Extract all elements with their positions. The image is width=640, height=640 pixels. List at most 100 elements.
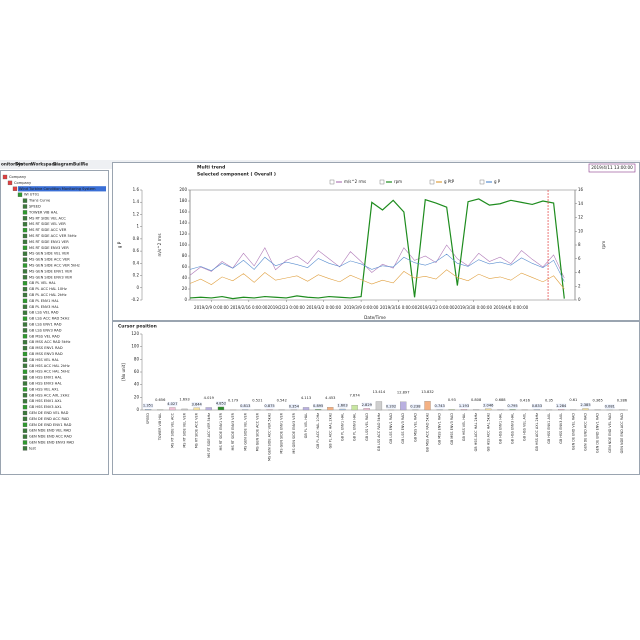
legend-label: m/s^2 rms [344,179,366,184]
bar-category-label: MS GEN SIDE ACC VER 5kHz [268,413,272,461]
bar-category-label: GB HSS ENV1 AXL [547,413,551,444]
trend-line [189,198,565,300]
tree-item: GB HSS VEL AXL [29,387,59,391]
bar-category-label: GB HSS VEL HAL [462,413,466,441]
legend-checkbox[interactable] [329,179,335,185]
bar [327,407,334,411]
bar-category-label: MS RT SIDE VEL ACC [170,412,174,447]
tree-item: MS RT SIDE VEL VER [29,222,66,226]
bar [363,408,370,411]
x-tick-label: 2019/3/2 0:00:00 [306,305,341,310]
y-tick-label: 20 [182,286,188,291]
bar [400,401,407,411]
y2-tick-label: 8 [578,242,581,247]
tree-icon [22,239,28,245]
bar-value-label: 0.656 [155,398,166,402]
bar [339,408,346,411]
legend-checkbox[interactable] [429,179,435,185]
bar [242,409,249,411]
y-tick-label: 40 [182,275,188,280]
bar [533,409,541,411]
x-tick-label: 2019/3/23 0:00:00 [417,305,455,310]
tree-item: Wind Turbine Condition Monitoring System [19,187,96,191]
bar-value-label: 0.202 [386,404,396,408]
tree-item: GB HSS ACC AXL 2kHz [29,393,69,397]
bar-value-label: 0.875 [264,404,274,408]
value-bg [544,398,555,403]
bar-category-label: GEN NDE END ACC RAD [620,413,624,454]
bar-category-label: GB LSS VEL RAD [365,413,369,441]
bar-category-label: GB PL VEL HAL [304,413,308,438]
bar-category-label: GB HSS ENV3 HAL [511,413,515,444]
value-bg [276,398,287,403]
tree-item: MS RT SIDE ACC VER 5kHz [29,234,77,238]
bar-value-label: 0.688 [495,398,506,402]
bar-category-label: GB PL ACC HAL 10Hz [316,413,320,449]
menu-item: BuilRe [73,162,88,167]
value-bg [167,401,178,407]
value-bg [568,398,579,403]
y2-tick-label: 0 [578,297,581,302]
bar-category-label: GB LSS ACC RAD 5kHz [377,413,381,451]
value-bg [434,404,445,409]
bar-category-label: GB MSS ENV1 RAD [438,413,442,445]
tree-icon [22,310,28,315]
bar-y-tick-label: 60 [134,369,140,374]
legend-label: rpm [394,179,402,184]
bar-category-label: GB MSS ACC RAD 5kHz [426,413,430,452]
tree-item: WI UT01 [24,193,39,197]
tree-item: GB HSS ENV1 AXL [29,399,62,403]
tree-icon [22,375,28,380]
value-bg [349,393,360,398]
y3-tick-label: 0.4 [133,260,140,265]
tree-panel [0,170,109,475]
tree-item: Company [9,175,27,179]
bar [193,407,200,411]
tree-icon [17,192,23,197]
value-bg [191,402,202,407]
bar [509,409,516,411]
trend-line [189,269,565,290]
bar-y-tick-label: 0 [136,407,139,412]
legend-checkbox[interactable] [379,179,385,185]
tree-item: MS RT SIDE ENV3 VER [29,246,69,250]
bar-value-label: 0.365 [592,398,602,402]
bar [217,406,225,411]
bar-category-label: GB PL ACC HAL 2kHz [328,413,332,449]
value-bg [422,389,433,394]
bar-category-label: GB HSS VEL AXL [523,413,527,441]
trend-subtitle: Selected component ( Overall ) [197,172,276,178]
cursor-title: Cursor position [118,324,157,330]
value-bg [155,398,166,403]
tree-item: GB PL VEL HAL [29,281,56,285]
tree-icon [7,180,13,186]
bar-value-label: 2.046 [483,403,494,407]
bar-category-label: MS GEN SIDE VEL VER [243,412,247,450]
bar-category-label: MS RT SIDE VEL VER [183,412,187,447]
y-tick-label: 100 [179,242,187,247]
value-bg [143,403,154,408]
y2-tick-label: 2 [578,283,581,288]
y2-tick-label: 6 [578,256,581,261]
bar [266,409,273,411]
menu-item: Workspace [31,162,57,167]
bar-category-label: GB HSS ACC HAL 5kHz [486,413,490,452]
tree-icon [22,281,28,286]
tree-item: MS RT SIDE VEL ACC [29,216,66,220]
bar-category-label: MS RT SIDE ACC VER [195,412,199,448]
tree-item: GEN DE END ACC RAD [29,417,69,421]
tree-item: GB HSS VEL HAL [29,358,59,362]
tree-item: GEN NDE END VEL RAD [29,429,71,433]
bar [424,401,431,411]
tree-icon [22,416,28,422]
bar [315,409,322,411]
tree-selection [18,186,106,192]
legend-checkbox[interactable] [479,179,485,185]
tree-item: MS GEN SIDE ACC VER [29,258,70,262]
bar-category-label: GB HSS ACC HAL 2kHz [474,413,478,452]
y2-tick-label: 14 [578,201,584,206]
tree-icon [22,351,28,357]
y-tick-label: 180 [179,198,187,203]
bar-category-label: GB PL ENV3 HAL [353,413,357,441]
bar-category-label: GEN DE END VEL RAD [571,413,575,451]
